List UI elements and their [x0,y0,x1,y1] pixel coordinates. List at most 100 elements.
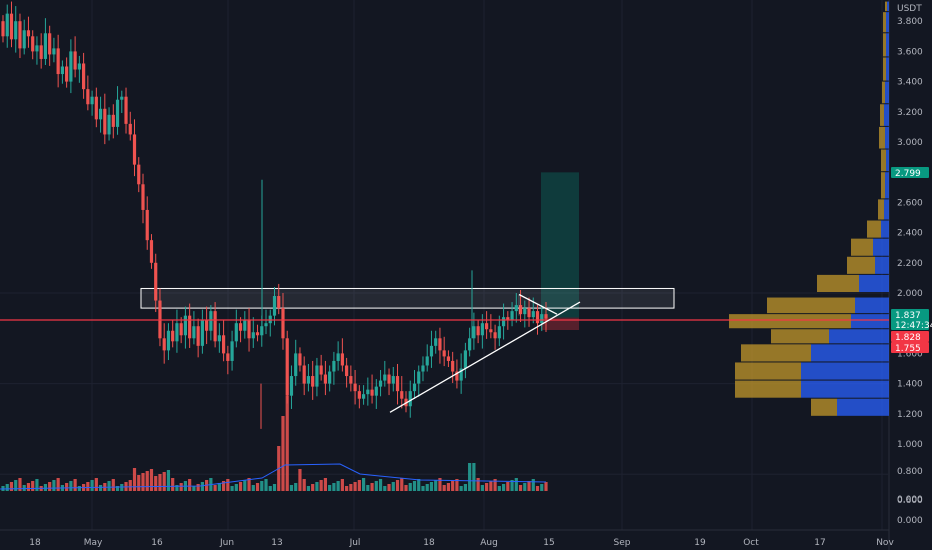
volume-profile-up [883,12,886,33]
candle-body [514,305,518,312]
volume-bar [188,479,192,491]
candle-body [289,376,294,396]
volume-bar [332,483,336,491]
volume-bar [523,483,527,491]
price-tick-label: 0.000 [897,495,923,505]
volume-bar [493,479,497,491]
candle-body [14,21,18,40]
candle-body [179,323,183,336]
volume-bar [357,480,361,491]
candle-body [336,353,340,361]
volume-bar [387,484,391,491]
candle-body [294,353,298,377]
volume-bar [442,485,446,491]
volume-bar [518,485,523,491]
candle-body [230,341,234,361]
volume-bar [289,485,294,491]
candle-body [226,353,230,361]
candle-body [497,326,501,339]
candle-body [209,311,213,331]
time-tick-label: 19 [694,538,706,548]
volume-bar [226,479,230,491]
time-tick-label: Jul [349,538,361,548]
time-tick-label: Oct [743,538,759,548]
candle-body [306,376,311,384]
time-axis: 18 May 16 Jun 13 Jul 18 Aug 15 Sep 19 Oct 17 Nov [29,538,894,548]
volume-bar [77,486,81,491]
volume-bar [238,482,243,491]
volume-bar [166,470,171,491]
volume-bar [412,481,417,491]
volume-bar [319,480,323,491]
volume-profile-up [771,329,829,344]
candle-body [527,308,531,318]
candle-body [408,391,412,407]
candle-body [328,371,332,384]
volume-bar [302,479,306,491]
volume-bar [221,481,226,491]
candle-body [9,13,14,40]
volume-bar [489,481,493,491]
volume-bar [264,479,268,491]
candle-body [353,383,357,392]
candle-body [281,308,285,339]
time-tick-label: 18 [423,538,435,548]
candle-body [141,184,145,210]
price-tick-label: 1.200 [897,410,923,420]
long-position-profit-zone [541,172,579,318]
candle-body [48,33,52,55]
volume-profile-down [886,12,889,33]
volume-bar [480,485,484,491]
candle-body [451,360,455,372]
volume-bar [340,479,344,491]
volume-bar [213,485,217,491]
time-tick-label: 17 [814,538,825,548]
candle-body [540,314,544,324]
volume-bar [171,478,175,491]
price-tag-label: 2.799 [895,169,921,179]
volume-profile-down [886,149,889,172]
candle-body [370,389,374,396]
volume-bar [56,478,60,491]
volume-bar [128,480,132,491]
candle-body [1,21,5,37]
volume-bar [501,484,506,491]
volume-profile-down [886,57,889,81]
volume-profile-down [851,314,889,329]
volume-moving-average [0,463,547,490]
volume-profile-up [867,220,881,238]
volume-bar [370,483,374,491]
candle-body [128,123,132,135]
volume-profile-down [886,33,889,57]
price-tick-label: 2.600 [897,198,923,208]
candle-body [272,296,277,316]
volume-bar [535,486,540,491]
candle-body [171,330,175,342]
candle-body [391,376,395,384]
time-tick-label: May [84,538,103,548]
volume-bar [234,484,238,491]
volume-bar [374,481,378,491]
candle-body [395,376,400,392]
volume-profile-up [817,274,859,292]
volume-bar [154,476,158,491]
volume-bar [446,483,451,491]
volume-bar [285,396,289,491]
volume-bar [472,463,476,491]
candle-body [476,326,480,336]
candle-body [213,311,217,342]
volume-profile-up [767,297,855,314]
candle-body [459,368,463,381]
candle-body [400,391,404,399]
volume-bar [323,478,328,491]
volume-bar [268,486,272,491]
volume-bar [336,481,340,491]
candle-body [65,66,69,82]
time-tick-label: 15 [543,538,554,548]
candle-body [251,332,255,339]
volume-bar [90,480,94,491]
volume-profile-up [879,126,885,149]
volume-bar [48,482,52,491]
volume-bar [5,484,9,491]
